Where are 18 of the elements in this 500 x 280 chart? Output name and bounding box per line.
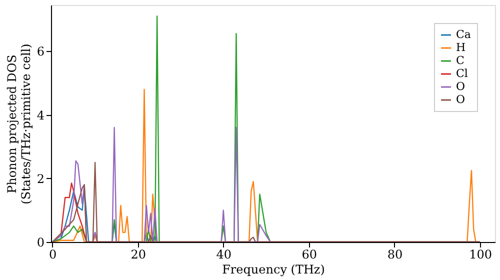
x-tick-label: 100 <box>469 248 492 262</box>
legend-label: C <box>456 54 464 67</box>
x-tick-label: 20 <box>130 248 146 262</box>
legend-label: O <box>456 93 466 106</box>
y-tick-label: 4 <box>36 108 45 122</box>
y-tick-label: 0 <box>36 236 44 250</box>
x-tick-label: 60 <box>302 248 318 262</box>
y-axis-title: Phonon projected DOS (States/THz·primitive cell) <box>4 44 33 204</box>
legend-label: O <box>456 80 466 93</box>
legend-label: H <box>456 41 466 54</box>
y-tick-label: 6 <box>36 44 44 59</box>
y-tick-label: 2 <box>36 172 44 186</box>
legend-label: Cl <box>456 67 468 80</box>
x-tick-label: 40 <box>216 248 232 262</box>
x-axis-title: Frequency (THz) <box>222 262 325 276</box>
legend-label: Ca <box>456 28 472 41</box>
x-tick-label: 80 <box>387 248 403 262</box>
x-tick-label: 0 <box>48 248 57 262</box>
